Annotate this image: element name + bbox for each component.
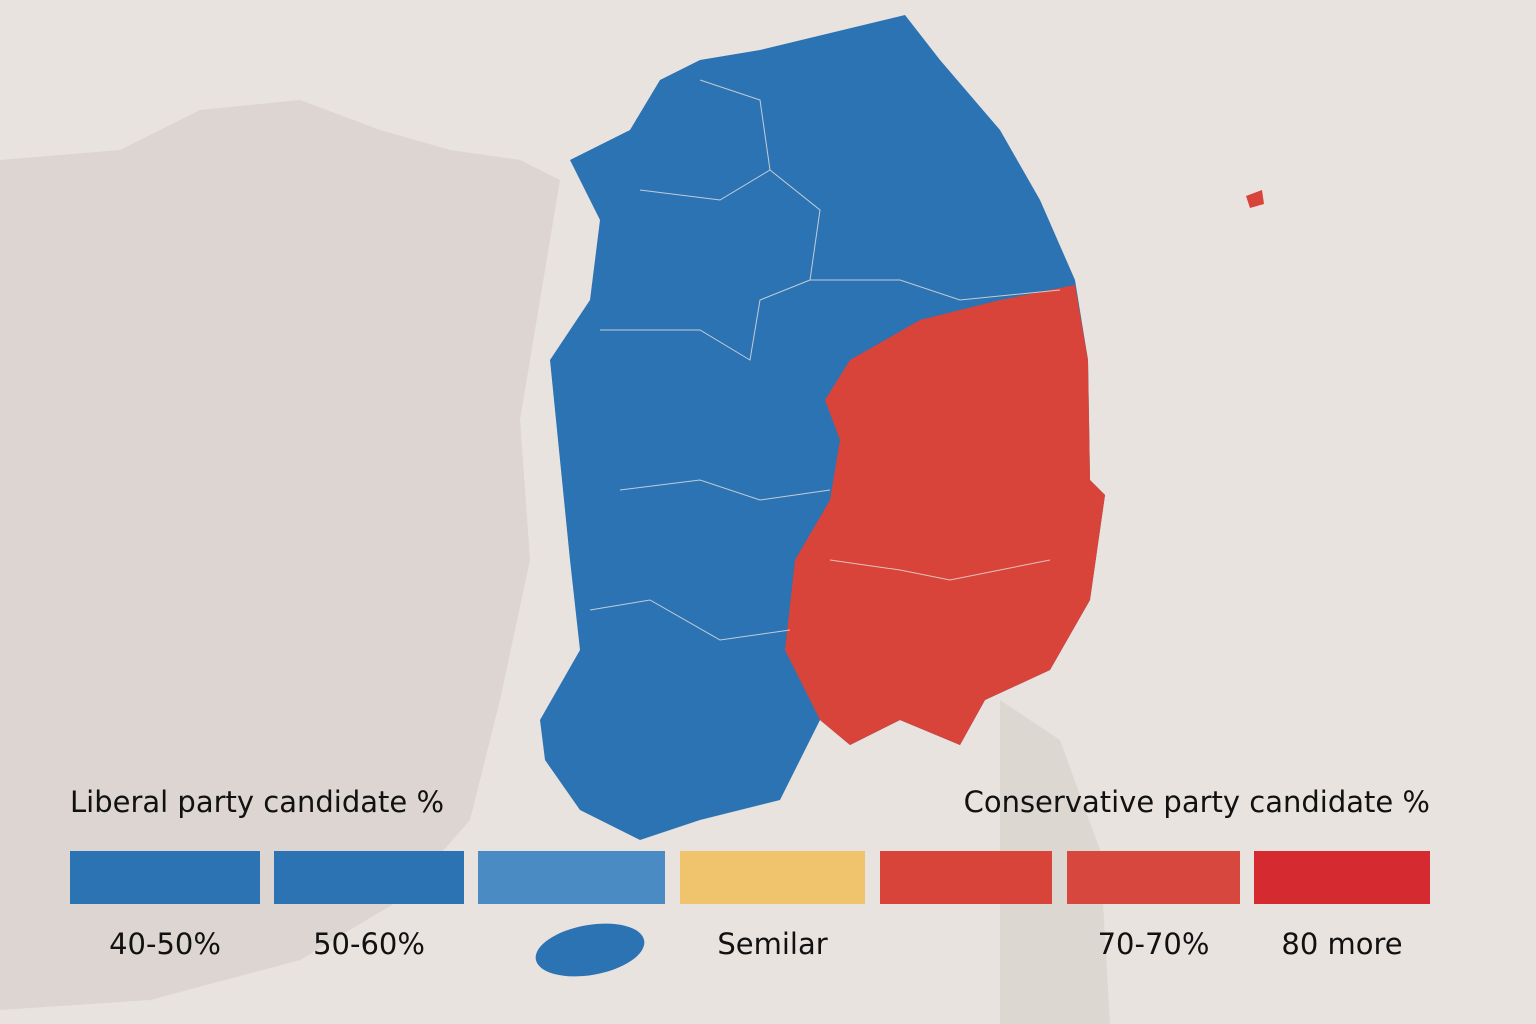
background-landmass xyxy=(1000,700,1110,1024)
legend-label: 80 more xyxy=(1281,927,1402,961)
jeju-island xyxy=(535,923,645,977)
province-borders xyxy=(589,79,1061,641)
legend-label: 70-70% xyxy=(1098,927,1210,961)
legend-swatch xyxy=(880,851,1052,904)
legend-swatch xyxy=(70,851,260,904)
legend-label: 50-60% xyxy=(313,927,425,961)
conservative-legend-title: Conservative party candidate % xyxy=(964,785,1430,819)
legend-label: Semilar xyxy=(717,927,827,961)
legend-swatch xyxy=(1067,851,1240,904)
legend-swatch xyxy=(680,851,865,904)
conservative-region xyxy=(785,285,1105,745)
legend-swatch xyxy=(1254,851,1430,904)
legend-label: 40-50% xyxy=(109,927,221,961)
legend-swatch xyxy=(274,851,464,904)
background-landmass xyxy=(0,100,560,1010)
dokdo-island xyxy=(1246,190,1264,208)
legend-swatch xyxy=(478,851,665,904)
liberal-legend-title: Liberal party candidate % xyxy=(70,785,444,819)
